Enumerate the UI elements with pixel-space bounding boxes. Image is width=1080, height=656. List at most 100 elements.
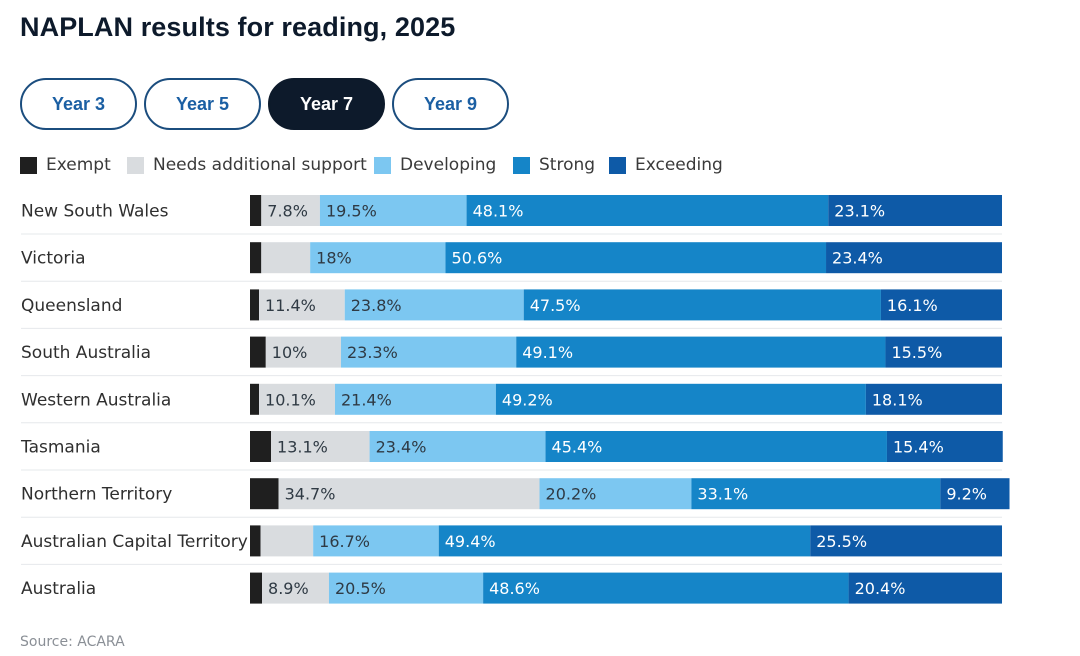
bar-segment-northern-territory-strong xyxy=(691,478,941,510)
legend-item-developing: Developing xyxy=(374,153,496,177)
data-label-queensland-exceeding: 16.1% xyxy=(887,296,938,315)
data-label-south-australia-needs-additional-support: 10% xyxy=(272,343,308,362)
data-label-australia-needs-additional-support: 8.9% xyxy=(268,579,309,598)
legend-swatch-needs-support xyxy=(127,156,144,174)
bar-segment-australian-capital-territory-needs-additional-support xyxy=(260,525,314,557)
bar-segment-new-south-wales-exceeding xyxy=(828,195,1002,226)
category-label-tasmania: Tasmania xyxy=(20,438,101,458)
bar-segment-new-south-wales-exempt xyxy=(250,195,262,226)
bar-segment-northern-territory-exceeding xyxy=(940,478,1010,510)
bar-row-queensland: Queensland 11.4% 23.8% 47.5% 16.1% xyxy=(21,289,1002,329)
bar-segment-australia-needs-additional-support xyxy=(262,572,329,604)
bar-segment-western-australia-exceeding xyxy=(865,383,1002,415)
legend-item-needs-support: Needs additional support xyxy=(127,153,367,177)
bar-segment-western-australia-strong xyxy=(495,383,866,415)
bar-segment-northern-territory-needs-additional-support xyxy=(278,478,540,510)
data-label-western-australia-exceeding: 18.1% xyxy=(872,390,923,409)
bar-segment-australia-exempt xyxy=(250,572,263,604)
bar-segment-south-australia-strong xyxy=(516,336,886,368)
bar-segment-australia-developing xyxy=(328,572,484,604)
bar-segment-australian-capital-territory-strong xyxy=(438,525,811,557)
category-label-western-australia: Western Australia xyxy=(21,390,171,410)
bar-segment-new-south-wales-strong xyxy=(466,195,829,226)
data-label-victoria-exceeding: 23.4% xyxy=(832,249,883,268)
bar-segment-victoria-needs-additional-support xyxy=(261,242,311,274)
tab-year-9[interactable]: Year 9 xyxy=(392,78,509,130)
data-label-australian-capital-territory-exceeding: 25.5% xyxy=(816,532,867,551)
legend-swatch-exempt xyxy=(20,156,37,174)
bar-segment-tasmania-needs-additional-support xyxy=(271,431,370,462)
data-label-australia-exceeding: 20.4% xyxy=(855,579,906,598)
legend-label-exempt: Exempt xyxy=(46,155,111,175)
source-note: Source: ACARA xyxy=(20,634,125,650)
legend-label-exceeding: Exceeding xyxy=(635,155,723,175)
bar-segment-tasmania-exempt xyxy=(250,431,272,462)
bar-segment-northern-territory-exempt xyxy=(250,478,279,510)
data-label-australia-strong: 48.6% xyxy=(489,579,540,598)
legend-label-strong: Strong xyxy=(539,155,596,175)
bar-segment-queensland-developing xyxy=(344,289,524,321)
bar-segment-australian-capital-territory-exceeding xyxy=(810,525,1002,557)
data-label-australian-capital-territory-strong: 49.4% xyxy=(445,532,496,551)
bar-row-northern-territory: Northern Territory 34.7% 20.2% 33.1% 9.2% xyxy=(21,478,1010,518)
legend-item-exempt: Exempt xyxy=(20,153,111,177)
bar-segment-queensland-strong xyxy=(523,289,881,321)
bar-row-new-south-wales: New South Wales 7.8% 19.5% 48.1% 23.1% xyxy=(21,195,1002,235)
bar-segment-australia-strong xyxy=(483,572,849,604)
data-label-victoria-developing: 18% xyxy=(316,249,352,268)
category-label-south-australia: South Australia xyxy=(21,343,151,363)
legend-swatch-strong xyxy=(513,156,530,174)
data-label-new-south-wales-strong: 48.1% xyxy=(473,202,524,221)
data-label-northern-territory-exceeding: 9.2% xyxy=(946,485,987,504)
data-label-south-australia-strong: 49.1% xyxy=(522,343,573,362)
tab-year-3[interactable]: Year 3 xyxy=(20,78,137,130)
data-label-queensland-needs-additional-support: 11.4% xyxy=(265,296,316,315)
category-label-australia: Australia xyxy=(21,579,96,599)
bar-segment-queensland-exceeding xyxy=(880,289,1002,321)
bar-segment-victoria-exempt xyxy=(250,242,262,274)
data-label-queensland-strong: 47.5% xyxy=(530,296,581,315)
bar-segment-western-australia-developing xyxy=(334,383,496,415)
bar-segment-south-australia-needs-additional-support xyxy=(265,336,341,368)
legend-swatch-exceeding xyxy=(609,156,626,174)
category-label-new-south-wales: New South Wales xyxy=(21,202,169,222)
legend-swatch-developing xyxy=(374,156,391,174)
bar-row-western-australia: Western Australia 10.1% 21.4% 49.2% 18.1% xyxy=(21,383,1002,424)
bar-segment-northern-territory-developing xyxy=(539,478,692,510)
legend-label-needs-support: Needs additional support xyxy=(153,155,367,175)
data-label-new-south-wales-developing: 19.5% xyxy=(326,202,377,221)
bar-segment-queensland-needs-additional-support xyxy=(259,289,345,321)
data-label-tasmania-exceeding: 15.4% xyxy=(893,438,944,457)
chart-title: NAPLAN results for reading, 2025 xyxy=(20,12,456,42)
bar-segment-western-australia-needs-additional-support xyxy=(259,383,335,415)
bar-segment-tasmania-developing xyxy=(369,431,546,462)
data-label-northern-territory-strong: 33.1% xyxy=(697,485,748,504)
bar-segment-new-south-wales-needs-additional-support xyxy=(261,195,320,226)
data-label-western-australia-developing: 21.4% xyxy=(341,390,392,409)
bar-segment-south-australia-exceeding xyxy=(885,336,1002,368)
bar-row-tasmania: Tasmania 13.1% 23.4% 45.4% 15.4% xyxy=(20,431,1003,471)
data-label-northern-territory-needs-additional-support: 34.7% xyxy=(285,485,336,504)
bar-segment-south-australia-exempt xyxy=(250,336,266,368)
data-label-northern-territory-developing: 20.2% xyxy=(546,485,597,504)
data-label-australian-capital-territory-developing: 16.7% xyxy=(319,532,370,551)
category-label-australian-capital-territory: Australian Capital Territory xyxy=(21,532,248,552)
bar-segment-tasmania-exceeding xyxy=(886,431,1003,462)
data-label-western-australia-strong: 49.2% xyxy=(502,390,553,409)
data-label-new-south-wales-exceeding: 23.1% xyxy=(834,202,885,221)
stacked-bar-chart: New South Wales 7.8% 19.5% 48.1% 23.1% Victor… xyxy=(20,195,1010,604)
bar-row-australian-capital-territory: Australian Capital Territory 16.7% 49.4% 25… xyxy=(21,525,1002,565)
tab-year-7[interactable]: Year 7 xyxy=(268,78,385,130)
bar-row-victoria: Victoria 18% 50.6% 23.4% xyxy=(21,242,1002,282)
legend-item-strong: Strong xyxy=(513,153,595,177)
bar-segment-queensland-exempt xyxy=(250,289,260,321)
bar-segment-victoria-exceeding xyxy=(826,242,1002,274)
tab-year-5[interactable]: Year 5 xyxy=(144,78,261,130)
bar-segment-tasmania-strong xyxy=(545,431,887,462)
data-label-south-australia-exceeding: 15.5% xyxy=(891,343,942,362)
legend-label-developing: Developing xyxy=(400,155,497,175)
bar-segment-new-south-wales-developing xyxy=(319,195,467,226)
data-label-western-australia-needs-additional-support: 10.1% xyxy=(265,390,316,409)
data-label-new-south-wales-needs-additional-support: 7.8% xyxy=(267,202,308,221)
bar-segment-western-australia-exempt xyxy=(250,383,260,415)
